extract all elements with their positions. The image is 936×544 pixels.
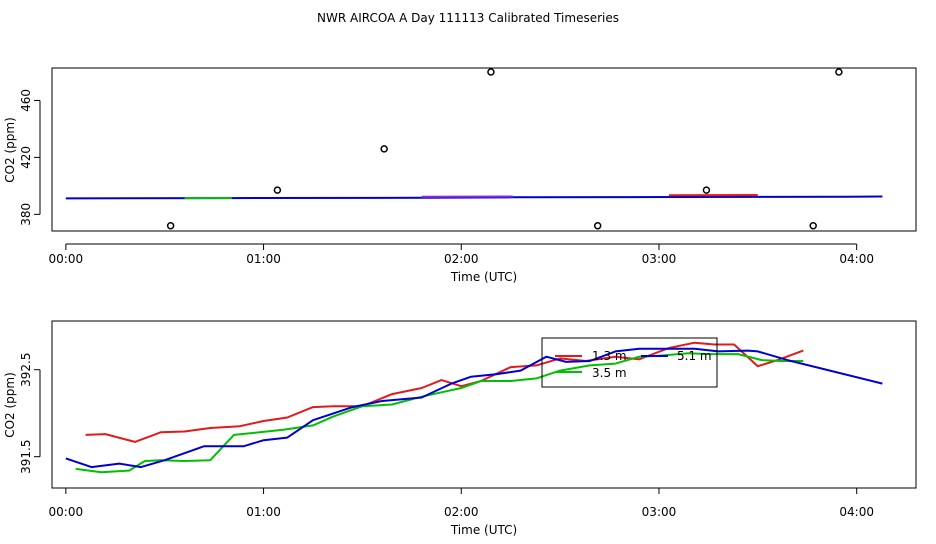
top-y-axis-label: CO2 (ppm) <box>3 117 17 183</box>
scatter-point <box>381 146 387 152</box>
bottom-plot-frame <box>52 321 916 488</box>
legend-label: 3.5 m <box>592 366 627 380</box>
top-y-tick-label: 380 <box>19 203 33 226</box>
top-plot-frame <box>52 68 916 231</box>
bottom-series-lines <box>66 343 883 473</box>
bottom-x-tick-label: 03:00 <box>642 505 677 519</box>
top-x-tick-label: 01:00 <box>246 252 281 266</box>
bottom-series-3-5-m <box>76 353 804 472</box>
bottom-x-tick-label: 04:00 <box>839 505 874 519</box>
bottom-y-tick-label: 391.5 <box>19 440 33 474</box>
scatter-point <box>703 187 709 193</box>
top-y-tick-label: 420 <box>19 146 33 169</box>
top-x-tick-label: 02:00 <box>444 252 479 266</box>
bottom-x-tick-label: 01:00 <box>246 505 281 519</box>
bottom-x-tick-label: 02:00 <box>444 505 479 519</box>
top-scatter-points <box>168 69 842 229</box>
top-axes: 00:00 01:00 02:00 03:00 04:00 380 420 460 <box>19 89 874 266</box>
top-x-tick-label: 00:00 <box>49 252 84 266</box>
scatter-point <box>274 187 280 193</box>
scatter-point <box>488 69 494 75</box>
bottom-x-tick-label: 00:00 <box>49 505 84 519</box>
legend-label: 5.1 m <box>677 349 712 363</box>
scatter-point <box>595 223 601 229</box>
scatter-point <box>168 223 174 229</box>
top-series-lines <box>66 195 883 198</box>
bottom-y-tick-label: 392.5 <box>19 353 33 387</box>
top-x-tick-label: 03:00 <box>642 252 677 266</box>
chart-title: NWR AIRCOA A Day 111113 Calibrated Times… <box>317 11 619 25</box>
bottom-panel: Time (UTC) CO2 (ppm) 00:00 01:00 02:00 03:0… <box>3 321 916 537</box>
legend-label: 1.3 m <box>592 349 627 363</box>
scatter-point <box>810 223 816 229</box>
top-panel: Time (UTC) CO2 (ppm) 00:00 01:00 02:00 03:0… <box>3 68 916 284</box>
top-x-tick-label: 04:00 <box>839 252 874 266</box>
bottom-x-axis-label: Time (UTC) <box>450 523 517 537</box>
bottom-axes: 00:00 01:00 02:00 03:00 04:00 391.5 392.5 <box>19 353 874 519</box>
scatter-point <box>836 69 842 75</box>
top-y-tick-label: 460 <box>19 89 33 112</box>
bottom-y-axis-label: CO2 (ppm) <box>3 372 17 438</box>
top-x-axis-label: Time (UTC) <box>450 270 517 284</box>
